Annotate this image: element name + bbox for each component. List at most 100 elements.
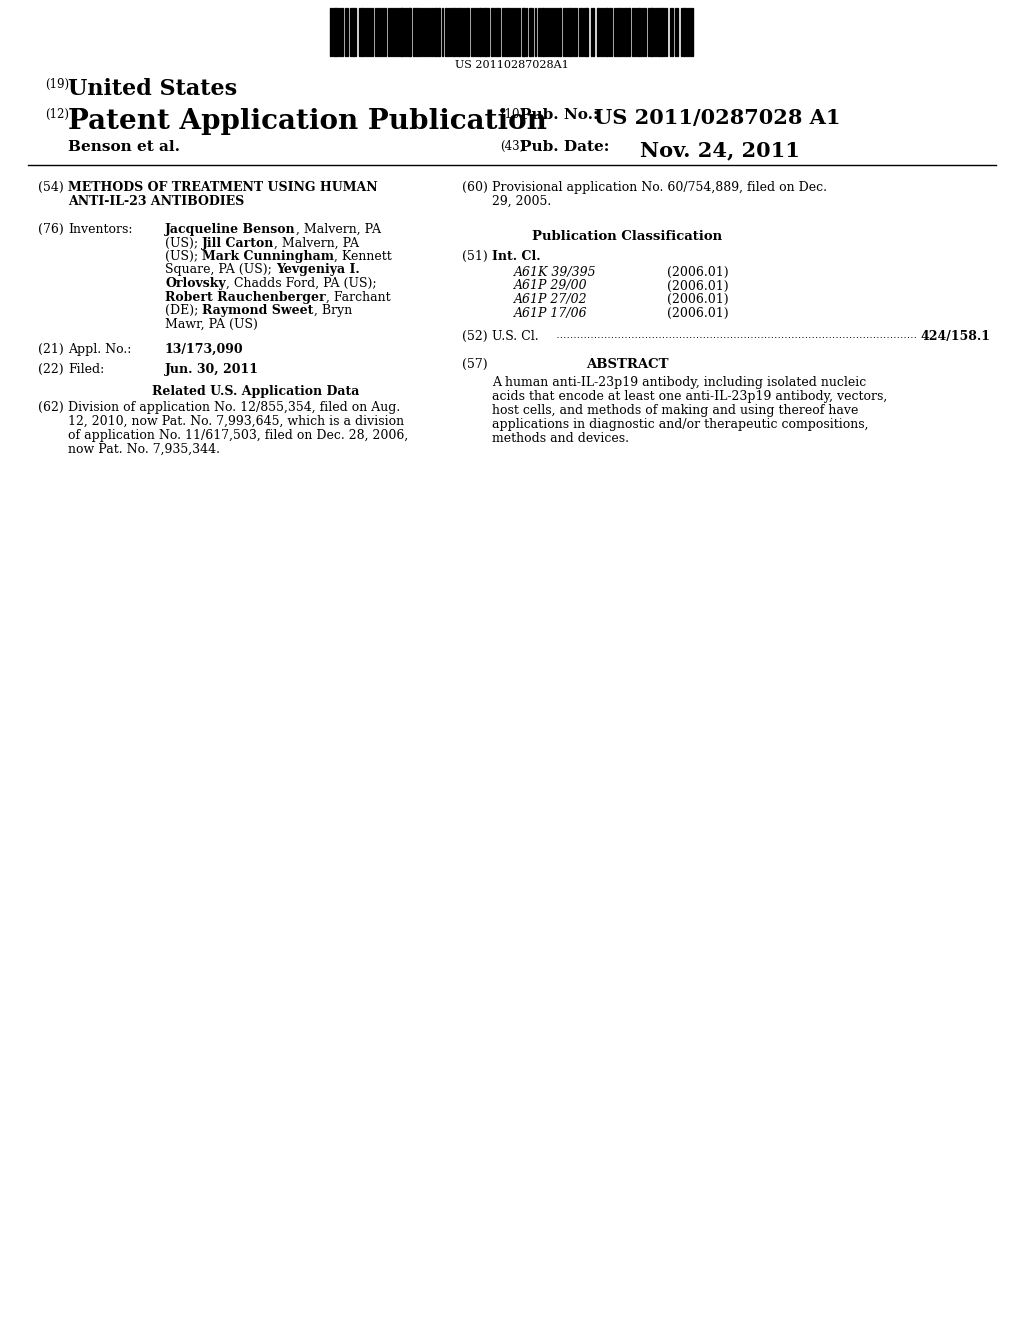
Text: (22): (22) — [38, 363, 63, 376]
Text: 424/158.1: 424/158.1 — [920, 330, 990, 343]
Bar — [400, 8, 403, 55]
Text: (2006.01): (2006.01) — [667, 280, 729, 293]
Text: ANTI-IL-23 ANTIBODIES: ANTI-IL-23 ANTIBODIES — [68, 195, 245, 209]
Bar — [334, 8, 337, 55]
Text: Appl. No.:: Appl. No.: — [68, 343, 131, 356]
Bar — [453, 8, 455, 55]
Bar — [496, 8, 498, 55]
Bar — [628, 8, 630, 55]
Text: (2006.01): (2006.01) — [667, 306, 729, 319]
Bar — [625, 8, 627, 55]
Text: 12, 2010, now Pat. No. 7,993,645, which is a division: 12, 2010, now Pat. No. 7,993,645, which … — [68, 414, 404, 428]
Text: United States: United States — [68, 78, 238, 100]
Text: (54): (54) — [38, 181, 63, 194]
Text: A61P 29/00: A61P 29/00 — [514, 280, 588, 293]
Text: (US);: (US); — [165, 236, 202, 249]
Text: 13/173,090: 13/173,090 — [165, 343, 244, 356]
Text: Int. Cl.: Int. Cl. — [492, 249, 541, 263]
Bar — [683, 8, 685, 55]
Text: (DE);: (DE); — [165, 304, 203, 317]
Text: Nov. 24, 2011: Nov. 24, 2011 — [640, 140, 800, 160]
Text: Publication Classification: Publication Classification — [531, 230, 722, 243]
Text: Patent Application Publication: Patent Application Publication — [68, 108, 547, 135]
Text: A61K 39/395: A61K 39/395 — [514, 267, 597, 279]
Text: Mawr, PA (US): Mawr, PA (US) — [165, 318, 258, 330]
Text: US 20110287028A1: US 20110287028A1 — [455, 59, 569, 70]
Bar — [638, 8, 640, 55]
Text: Robert Rauchenberger: Robert Rauchenberger — [165, 290, 326, 304]
Text: (51): (51) — [462, 249, 487, 263]
Text: Provisional application No. 60/754,889, filed on Dec.: Provisional application No. 60/754,889, … — [492, 181, 827, 194]
Text: (62): (62) — [38, 401, 63, 414]
Text: (57): (57) — [462, 358, 487, 371]
Text: A61P 17/06: A61P 17/06 — [514, 306, 588, 319]
Text: , Malvern, PA: , Malvern, PA — [274, 236, 359, 249]
Bar — [408, 8, 411, 55]
Bar — [618, 8, 620, 55]
Text: Jun. 30, 2011: Jun. 30, 2011 — [165, 363, 259, 376]
Bar — [438, 8, 440, 55]
Bar — [542, 8, 544, 55]
Text: (21): (21) — [38, 343, 63, 356]
Bar — [585, 8, 588, 55]
Text: (52): (52) — [462, 330, 487, 343]
Text: , Farchant: , Farchant — [326, 290, 390, 304]
Text: (US);: (US); — [165, 249, 202, 263]
Text: applications in diagnostic and/or therapeutic compositions,: applications in diagnostic and/or therap… — [492, 418, 868, 432]
Text: Pub. Date:: Pub. Date: — [520, 140, 609, 154]
Text: (60): (60) — [462, 181, 487, 194]
Bar — [361, 8, 362, 55]
Text: Orlovsky: Orlovsky — [165, 277, 225, 290]
Text: US 2011/0287028 A1: US 2011/0287028 A1 — [594, 108, 841, 128]
Bar — [435, 8, 437, 55]
Text: Inventors:: Inventors: — [68, 223, 132, 236]
Text: acids that encode at least one anti-IL-23p19 antibody, vectors,: acids that encode at least one anti-IL-2… — [492, 389, 887, 403]
Bar — [484, 8, 487, 55]
Bar — [522, 8, 525, 55]
Bar — [506, 8, 508, 55]
Text: Mark Cunningham: Mark Cunningham — [202, 249, 334, 263]
Bar — [658, 8, 660, 55]
Text: U.S. Cl.: U.S. Cl. — [492, 330, 543, 343]
Bar — [479, 8, 481, 55]
Text: (2006.01): (2006.01) — [667, 293, 729, 306]
Text: ABSTRACT: ABSTRACT — [586, 358, 669, 371]
Bar — [458, 8, 460, 55]
Bar — [606, 8, 608, 55]
Text: Division of application No. 12/855,354, filed on Aug.: Division of application No. 12/855,354, … — [68, 401, 400, 414]
Text: Yevgeniya I.: Yevgeniya I. — [275, 264, 359, 276]
Text: (2006.01): (2006.01) — [667, 267, 729, 279]
Text: A human anti-IL-23p19 antibody, including isolated nucleic: A human anti-IL-23p19 antibody, includin… — [492, 376, 866, 389]
Text: of application No. 11/617,503, filed on Dec. 28, 2006,: of application No. 11/617,503, filed on … — [68, 429, 409, 442]
Bar — [490, 8, 493, 55]
Text: A61P 27/02: A61P 27/02 — [514, 293, 588, 306]
Bar — [529, 8, 531, 55]
Bar — [413, 8, 415, 55]
Text: , Chadds Ford, PA (US);: , Chadds Ford, PA (US); — [225, 277, 376, 290]
Text: Jill Carton: Jill Carton — [202, 236, 274, 249]
Text: (19): (19) — [45, 78, 70, 91]
Bar — [416, 8, 418, 55]
Text: Benson et al.: Benson et al. — [68, 140, 180, 154]
Bar — [597, 8, 599, 55]
Text: (43): (43) — [500, 140, 524, 153]
Text: , Malvern, PA: , Malvern, PA — [296, 223, 381, 236]
Text: (12): (12) — [45, 108, 69, 121]
Text: , Kennett: , Kennett — [334, 249, 392, 263]
Text: (76): (76) — [38, 223, 63, 236]
Text: host cells, and methods of making and using thereof have: host cells, and methods of making and us… — [492, 404, 858, 417]
Bar — [352, 8, 354, 55]
Text: Raymond Sweet: Raymond Sweet — [203, 304, 313, 317]
Text: METHODS OF TREATMENT USING HUMAN: METHODS OF TREATMENT USING HUMAN — [68, 181, 378, 194]
Bar — [467, 8, 469, 55]
Text: (10): (10) — [500, 108, 524, 121]
Text: Square, PA (US);: Square, PA (US); — [165, 264, 275, 276]
Text: Related U.S. Application Data: Related U.S. Application Data — [153, 385, 359, 399]
Text: , Bryn: , Bryn — [313, 304, 352, 317]
Text: Pub. No.:: Pub. No.: — [520, 108, 604, 121]
Bar — [662, 8, 663, 55]
Text: now Pat. No. 7,935,344.: now Pat. No. 7,935,344. — [68, 444, 220, 455]
Bar — [650, 8, 653, 55]
Text: methods and devices.: methods and devices. — [492, 432, 629, 445]
Bar — [559, 8, 561, 55]
